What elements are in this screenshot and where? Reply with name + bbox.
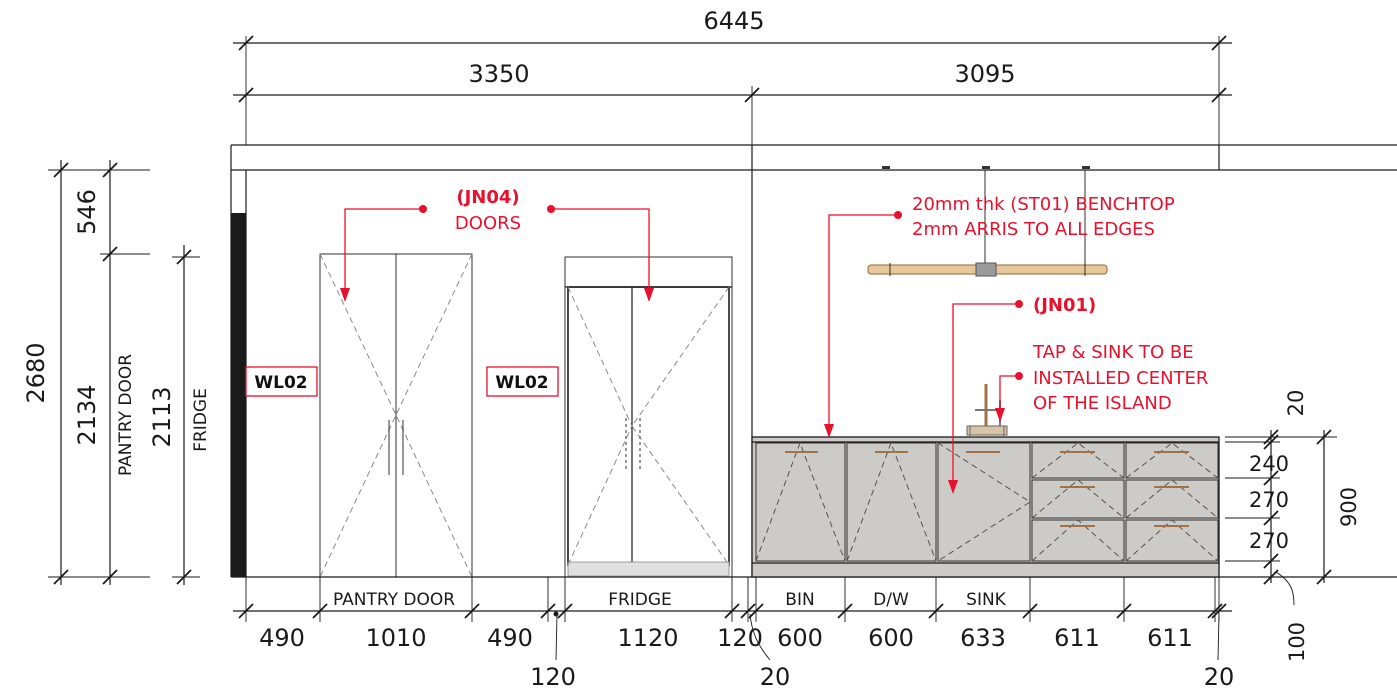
dim-bottom-8: 633 — [960, 624, 1006, 652]
dim-left-section: 3350 — [468, 60, 529, 88]
dim-bottom-1: 1010 — [365, 624, 426, 652]
dim-bottom-2: 490 — [487, 624, 533, 652]
dim-island-height: 900 — [1337, 487, 1361, 527]
dim-bottom-0: 490 — [259, 624, 305, 652]
note-island-code: (JN01) — [1033, 295, 1096, 316]
note-doors-code: (JN04) — [456, 187, 519, 208]
dim-drawer-top-gap: 20 — [1284, 390, 1308, 417]
label-pantry-door-vertical: PANTRY DOOR — [116, 354, 136, 476]
dim-bottom-5: 120 — [717, 624, 763, 652]
dim-kick: 100 — [1285, 622, 1309, 662]
tag-wall-mid: WL02 — [495, 373, 548, 393]
dim-bottom-9: 611 — [1054, 624, 1100, 652]
label-pantry-door: PANTRY DOOR — [333, 590, 455, 610]
note-benchtop-line2: 2mm ARRIS TO ALL EDGES — [912, 219, 1155, 240]
dim-bottom-10: 611 — [1147, 624, 1193, 652]
note-tap-line2: INSTALLED CENTER — [1033, 368, 1208, 389]
label-bin: BIN — [785, 590, 814, 610]
pantry-doors — [319, 253, 473, 578]
note-benchtop-line1: 20mm thk (ST01) BENCHTOP — [912, 194, 1175, 215]
note-doors-text: DOORS — [455, 213, 521, 234]
dim-pantry-door-height: 2134 — [73, 384, 101, 445]
wall-panel-dark — [231, 213, 246, 577]
dim-height-total: 2680 — [22, 342, 50, 403]
right-dimensions: 20 240 270 270 900 100 — [1225, 390, 1361, 662]
fridge — [564, 256, 733, 578]
dim-bottom-3: 120 — [530, 663, 576, 691]
note-tap-line1: TAP & SINK TO BE — [1032, 342, 1194, 363]
left-vertical-dimensions: 2680 546 2134 PANTRY DOOR 2113 FRIDGE — [22, 160, 211, 585]
dim-drawer-2: 270 — [1249, 488, 1289, 512]
dim-drawer-1: 240 — [1249, 452, 1289, 476]
note-tap-line3: OF THE ISLAND — [1033, 393, 1172, 414]
wall-tags: WL02 WL02 — [245, 366, 559, 397]
dim-height-top: 546 — [73, 189, 101, 235]
dim-bottom-4: 1120 — [617, 624, 678, 652]
dim-bottom-small-2: 20 — [1204, 663, 1235, 691]
dim-bottom-6: 600 — [777, 624, 823, 652]
tag-wall-left: WL02 — [254, 373, 307, 393]
dim-bottom-small-1: 20 — [760, 663, 791, 691]
label-dw: D/W — [873, 590, 909, 610]
label-fridge: FRIDGE — [608, 590, 672, 610]
label-fridge-vertical: FRIDGE — [191, 388, 211, 452]
annotations: (JN04) DOORS 20mm thk (ST01) BENCHTOP 2m… — [340, 187, 1208, 494]
dim-fridge-height: 2113 — [148, 386, 176, 447]
dim-right-section: 3095 — [954, 60, 1015, 88]
island-bench — [751, 384, 1220, 578]
dim-drawer-3: 270 — [1249, 529, 1289, 553]
pendant-light — [867, 170, 1108, 277]
bottom-dimensions: PANTRY DOOR FRIDGE BIN D/W SINK 490 1010… — [233, 577, 1234, 691]
top-dimensions: 6445 3350 3095 — [233, 7, 1232, 145]
label-sink: SINK — [966, 590, 1007, 610]
dim-overall: 6445 — [703, 7, 764, 35]
dim-bottom-7: 600 — [868, 624, 914, 652]
